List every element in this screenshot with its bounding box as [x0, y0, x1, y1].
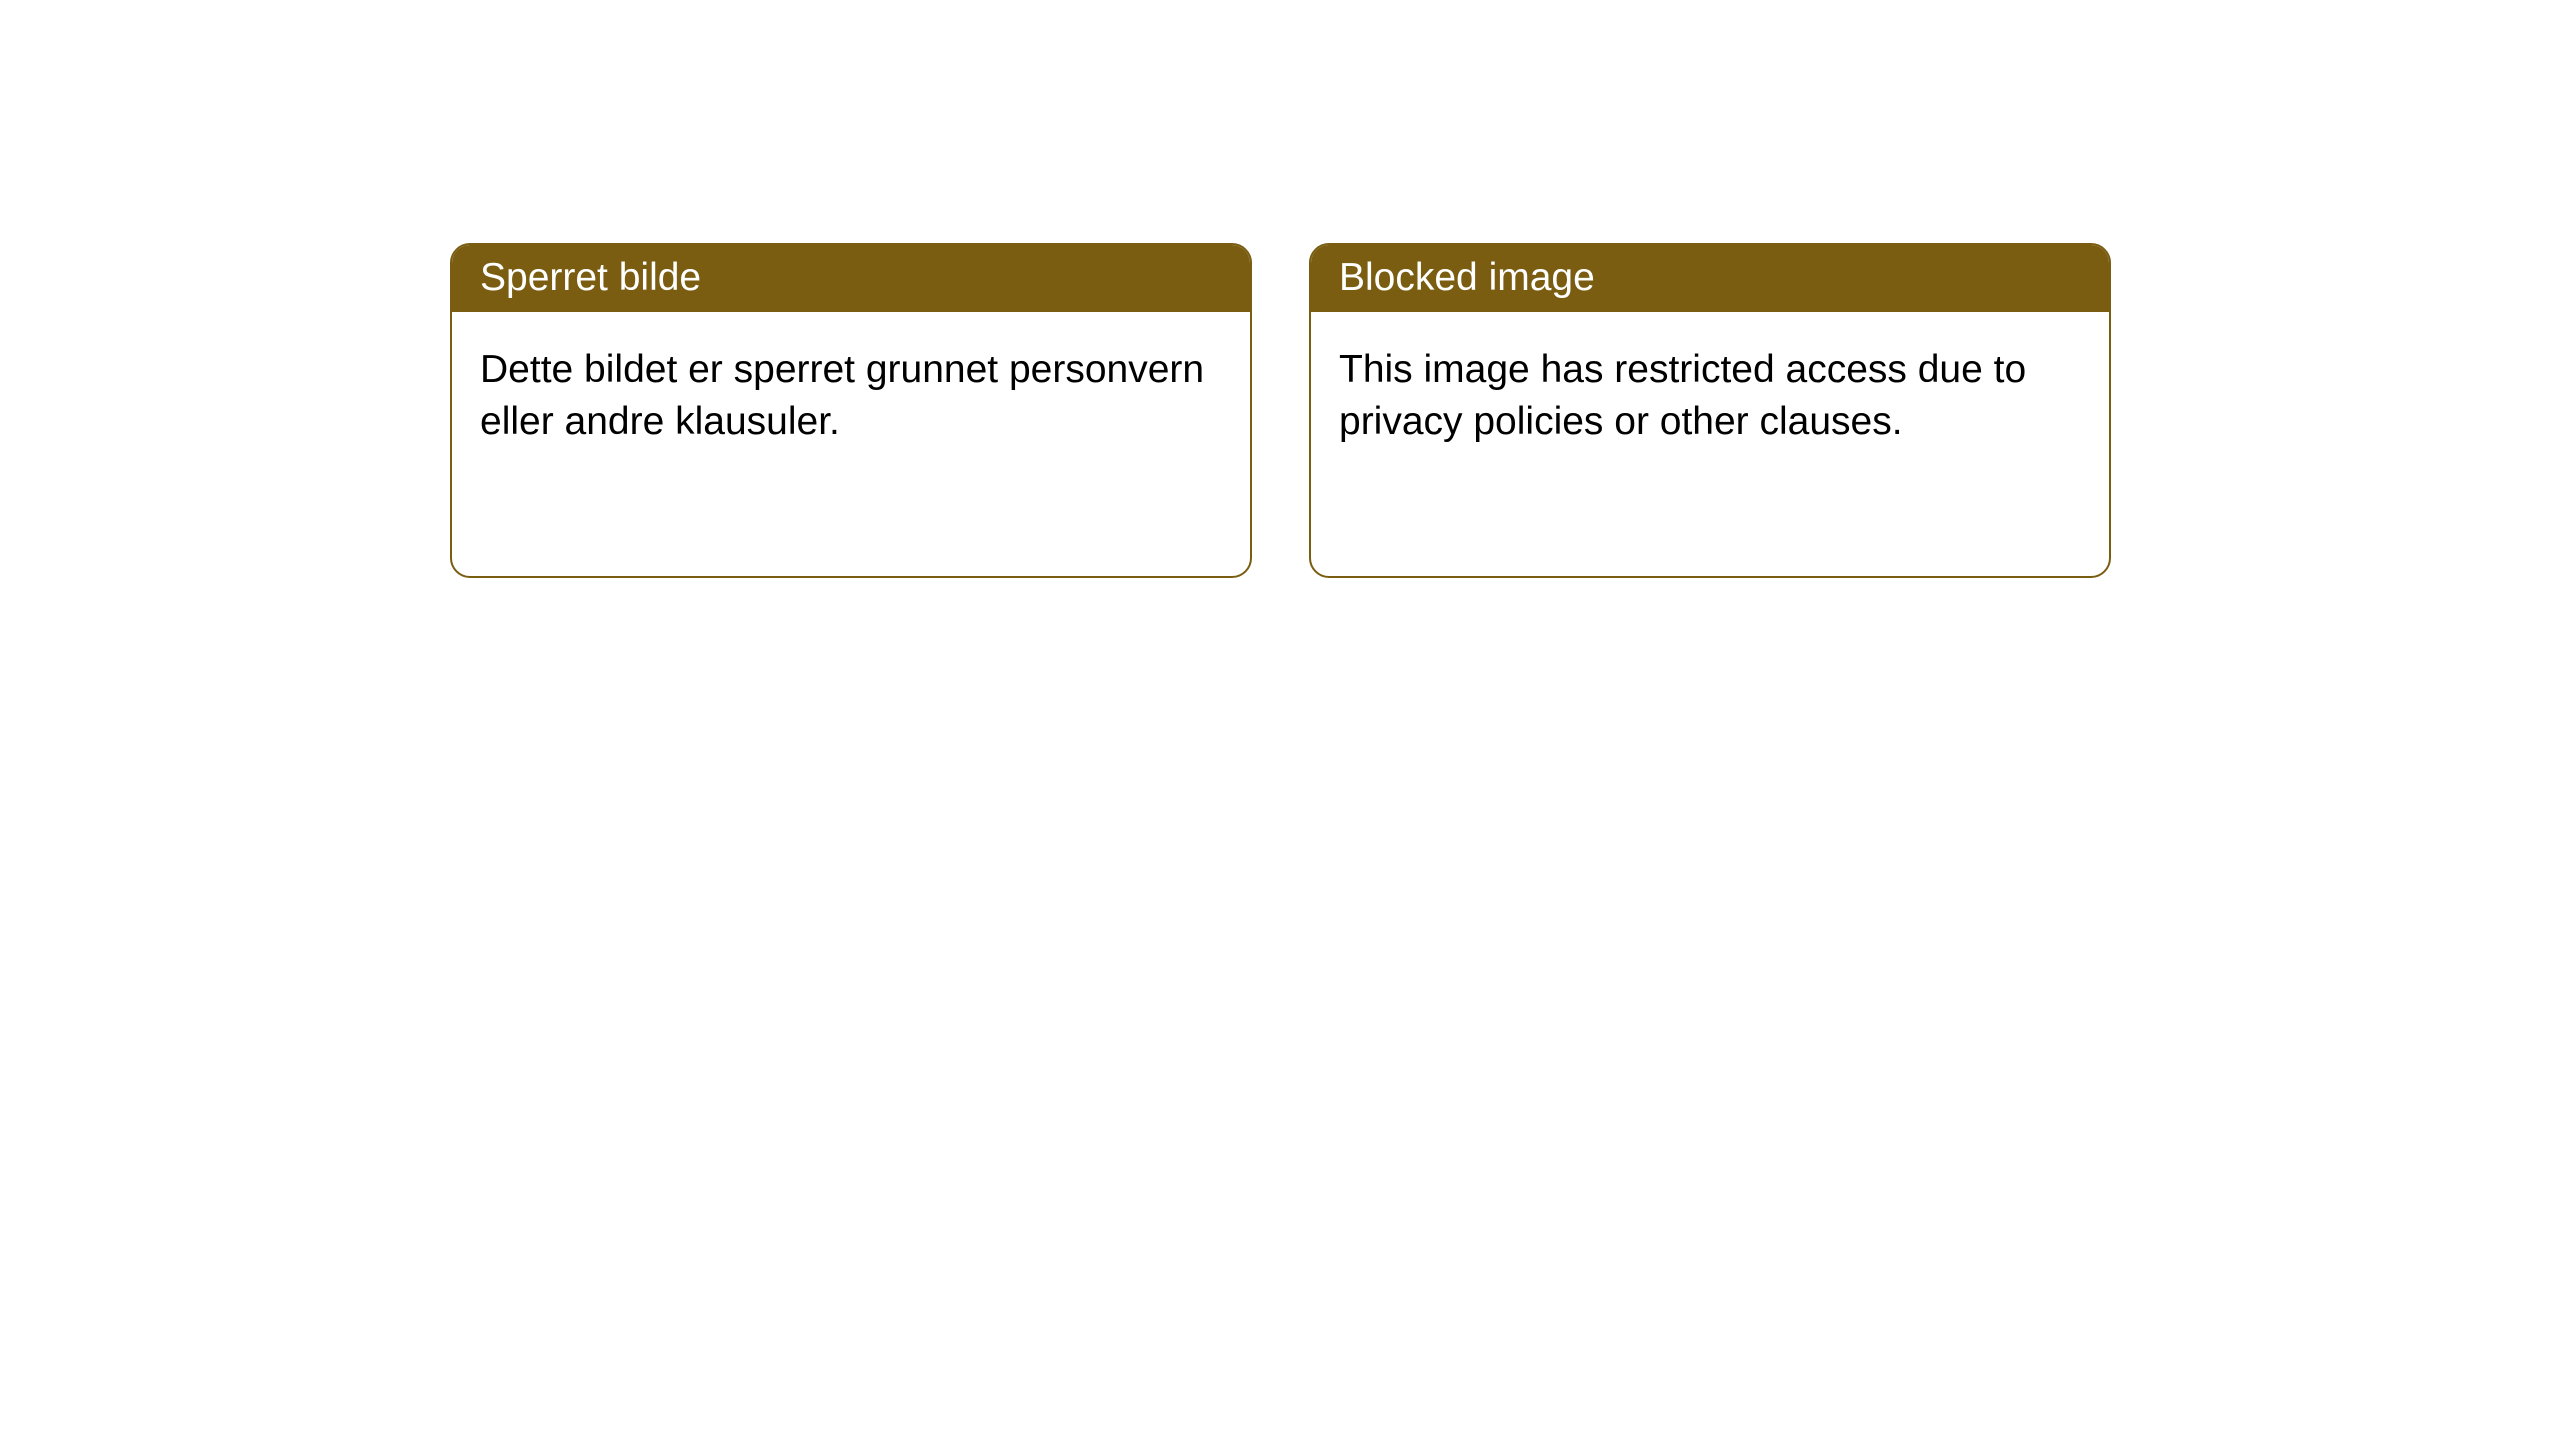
- notice-header: Blocked image: [1311, 245, 2109, 312]
- notice-container: Sperret bilde Dette bildet er sperret gr…: [450, 243, 2111, 578]
- notice-header: Sperret bilde: [452, 245, 1250, 312]
- notice-body: This image has restricted access due to …: [1311, 312, 2109, 481]
- notice-box-english: Blocked image This image has restricted …: [1309, 243, 2111, 578]
- notice-body: Dette bildet er sperret grunnet personve…: [452, 312, 1250, 481]
- notice-box-norwegian: Sperret bilde Dette bildet er sperret gr…: [450, 243, 1252, 578]
